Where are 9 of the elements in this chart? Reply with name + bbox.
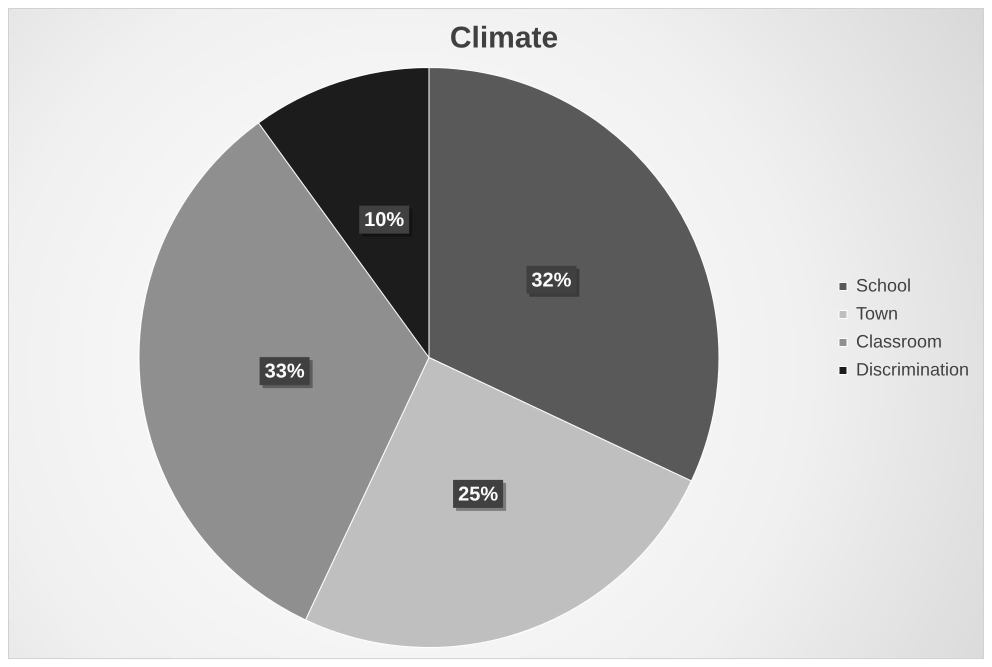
legend-label: School — [856, 275, 912, 296]
data-label: 25% — [458, 483, 498, 506]
data-label: 33% — [264, 360, 305, 383]
legend-label: Town — [856, 303, 898, 324]
legend-label: Classroom — [856, 331, 942, 352]
data-label: 10% — [364, 209, 404, 232]
chart-title: Climate — [450, 21, 558, 54]
legend-label: Discrimination — [856, 359, 970, 380]
data-label: 32% — [531, 269, 572, 292]
